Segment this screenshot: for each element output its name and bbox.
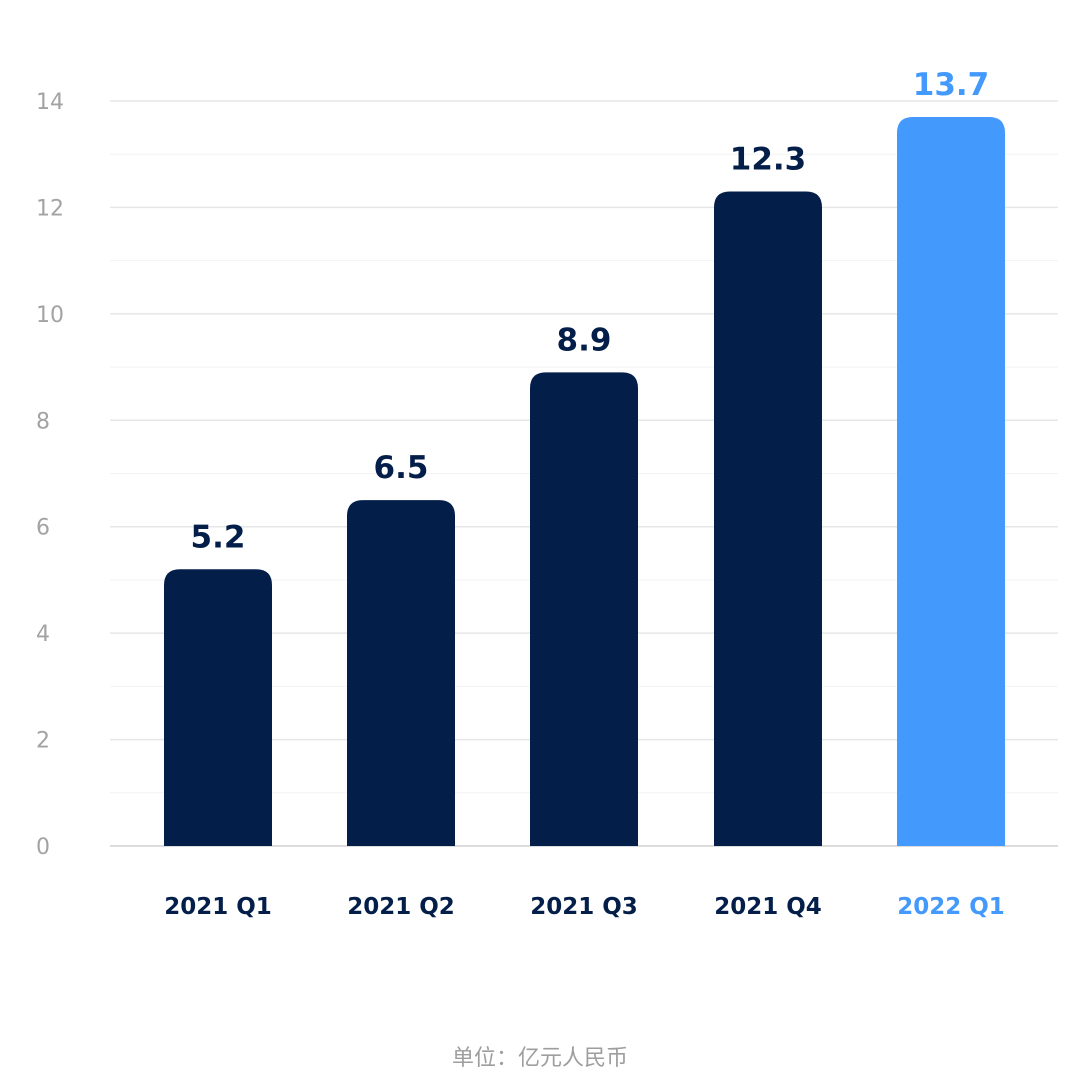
y-tick-label: 0	[36, 835, 50, 860]
bar	[714, 191, 822, 846]
x-category-label: 2021 Q3	[530, 894, 638, 920]
y-tick-label: 8	[36, 409, 50, 434]
bar	[164, 569, 272, 846]
bar	[897, 116, 1005, 846]
value-label: 6.5	[374, 450, 429, 486]
y-tick-label: 2	[36, 729, 50, 754]
unit-note: 单位：亿元人民币	[451, 1046, 628, 1071]
y-tick-label: 14	[36, 90, 64, 115]
bar	[347, 500, 455, 846]
y-tick-label: 12	[36, 196, 64, 221]
y-tick-label: 4	[36, 622, 50, 647]
value-label: 13.7	[913, 67, 990, 103]
x-category-label: 2021 Q1	[164, 894, 272, 920]
x-category-label: 2021 Q4	[714, 894, 822, 920]
value-label: 8.9	[557, 322, 612, 358]
x-category-label: 2021 Q2	[347, 894, 455, 920]
x-category-label: 2022 Q1	[897, 894, 1005, 920]
y-tick-label: 6	[36, 516, 50, 541]
x-axis-labels: 2021 Q1 2021 Q2 2021 Q3 2021 Q4 2022 Q1	[164, 894, 1005, 920]
value-label: 12.3	[730, 141, 807, 177]
value-label: 5.2	[191, 519, 246, 555]
bars	[164, 116, 1005, 846]
value-labels: 5.2 6.5 8.9 12.3 13.7	[191, 67, 990, 555]
bar	[530, 372, 638, 846]
y-tick-label: 10	[36, 303, 64, 328]
y-axis-ticks: 0 2 4 6 8 10 12 14	[36, 90, 64, 860]
